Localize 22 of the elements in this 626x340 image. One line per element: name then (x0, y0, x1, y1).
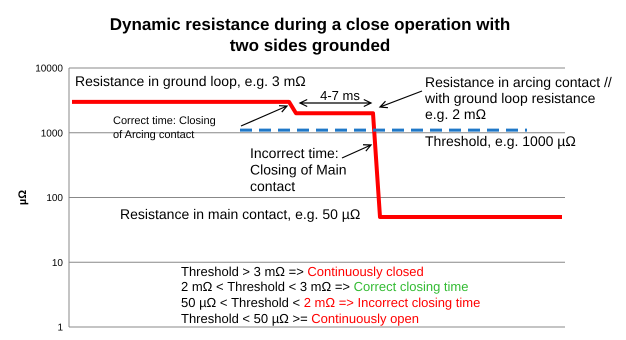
y-tick-label: 10 (52, 258, 64, 269)
annotation: 4-7 ms (320, 88, 360, 103)
chart-title: Dynamic resistance during a close operation with two sides grounded (110, 15, 510, 55)
y-tick-label: 100 (46, 193, 64, 204)
annotation: Resistance in main contact, e.g. 50 µΩ (120, 206, 360, 222)
annotation: Threshold, e.g. 1000 µΩ (425, 133, 576, 149)
annotation: Resistance in arcing contact // with ground loop resistance e.g. 2 mΩ (424, 74, 612, 122)
y-tick-label: 10000 (35, 64, 64, 74)
annotation: Continuously open (311, 311, 420, 326)
annotation: Threshold < 50 µΩ >= (181, 311, 312, 326)
annotation: 2 mΩ => Incorrect closing time (304, 295, 480, 310)
annotation: Continuously closed (307, 264, 424, 279)
y-tick-label: 1 (57, 322, 64, 334)
y-axis-title: µΩ (17, 190, 29, 206)
annotation: 2 mΩ < Threshold < 3 mΩ => (181, 279, 354, 294)
annotation: Resistance in ground loop, e.g. 3 mΩ (75, 73, 306, 89)
annotation: Correct time: Closing of Arcing contact (113, 115, 216, 141)
annotation: Correct closing time (354, 279, 468, 294)
y-tick-label: 1000 (40, 128, 64, 140)
annotation: Threshold > 3 mΩ => (181, 264, 308, 279)
annotation: Incorrect time: Closing of Main contact (250, 145, 346, 194)
annotation: 50 µΩ < Threshold < (181, 295, 304, 310)
